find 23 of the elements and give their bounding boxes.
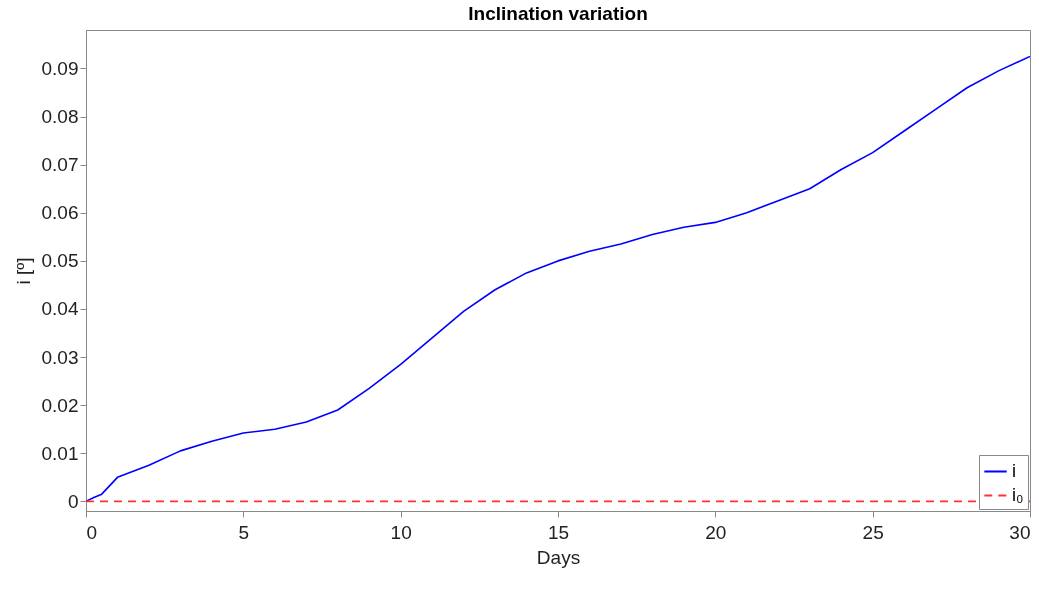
legend-label: i₀ bbox=[1012, 484, 1024, 505]
chart-title: Inclination variation bbox=[468, 3, 648, 24]
y-tick-label: 0 bbox=[67, 490, 79, 512]
legend-label: i bbox=[1012, 460, 1016, 481]
x-tick-label: 25 bbox=[862, 521, 884, 543]
x-tick-label: 0 bbox=[86, 521, 98, 543]
y-tick-label: 0.08 bbox=[41, 106, 79, 128]
x-tick-label: 15 bbox=[547, 521, 570, 543]
y-tick-label: 0.06 bbox=[41, 202, 79, 224]
line-series bbox=[86, 55, 1030, 503]
y-tick-label: 0.01 bbox=[41, 442, 79, 464]
x-tick-label: 10 bbox=[390, 521, 412, 543]
y-tick-label: 0.05 bbox=[41, 250, 79, 272]
y-tick-label: 0.02 bbox=[41, 394, 79, 416]
x-tick-label: 5 bbox=[238, 521, 250, 543]
x-tick-label: 30 bbox=[1009, 521, 1031, 543]
x-axis-title: Days bbox=[536, 546, 581, 568]
x-tick-label: 20 bbox=[705, 521, 727, 543]
y-tick-label: 0.07 bbox=[41, 154, 79, 176]
y-axis-title: i [º] bbox=[12, 257, 34, 285]
y-tick-label: 0.09 bbox=[41, 57, 79, 79]
y-tick-label: 0.04 bbox=[41, 298, 79, 320]
y-tick-label: 0.03 bbox=[41, 346, 79, 368]
